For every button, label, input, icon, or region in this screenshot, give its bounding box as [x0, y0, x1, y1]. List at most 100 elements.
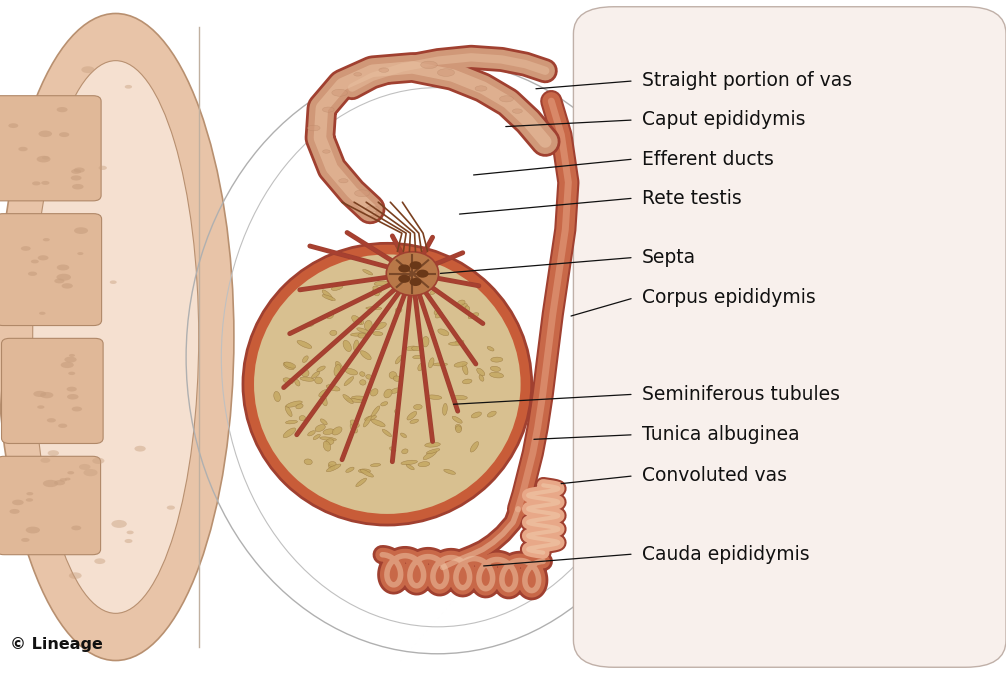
Ellipse shape — [404, 288, 410, 296]
Ellipse shape — [455, 425, 462, 431]
Ellipse shape — [327, 313, 334, 319]
Ellipse shape — [18, 147, 27, 151]
Ellipse shape — [371, 419, 385, 427]
Ellipse shape — [512, 109, 522, 113]
Ellipse shape — [350, 420, 359, 427]
Ellipse shape — [452, 396, 468, 400]
Ellipse shape — [323, 441, 331, 451]
Ellipse shape — [71, 169, 81, 174]
Ellipse shape — [56, 264, 69, 270]
Ellipse shape — [26, 492, 33, 495]
Ellipse shape — [331, 284, 343, 290]
Ellipse shape — [370, 389, 378, 396]
Ellipse shape — [359, 379, 366, 385]
Ellipse shape — [315, 377, 322, 384]
Ellipse shape — [110, 280, 117, 284]
Circle shape — [398, 275, 410, 283]
Text: Seminiferous tubules: Seminiferous tubules — [642, 385, 840, 404]
Ellipse shape — [449, 342, 464, 345]
Ellipse shape — [127, 530, 134, 534]
Text: Convoluted vas: Convoluted vas — [642, 466, 787, 485]
Ellipse shape — [9, 509, 20, 514]
Ellipse shape — [66, 387, 76, 392]
Ellipse shape — [384, 389, 392, 398]
Ellipse shape — [335, 361, 343, 373]
Ellipse shape — [443, 403, 448, 415]
Ellipse shape — [346, 398, 363, 402]
Ellipse shape — [33, 61, 199, 613]
Ellipse shape — [67, 394, 78, 400]
Ellipse shape — [364, 415, 376, 421]
Ellipse shape — [99, 166, 107, 170]
Ellipse shape — [429, 358, 434, 368]
Ellipse shape — [323, 150, 330, 153]
Ellipse shape — [371, 406, 380, 417]
Ellipse shape — [364, 320, 372, 330]
Ellipse shape — [306, 323, 314, 327]
Ellipse shape — [350, 333, 366, 336]
Ellipse shape — [283, 378, 294, 384]
Ellipse shape — [409, 419, 418, 423]
Text: Cauda epididymis: Cauda epididymis — [642, 545, 810, 563]
Ellipse shape — [423, 336, 429, 347]
Ellipse shape — [401, 460, 417, 464]
FancyBboxPatch shape — [2, 338, 104, 443]
Ellipse shape — [54, 480, 65, 485]
Ellipse shape — [112, 520, 127, 528]
Text: Caput epididymis: Caput epididymis — [642, 111, 806, 129]
Circle shape — [409, 278, 422, 286]
Ellipse shape — [125, 85, 132, 89]
Ellipse shape — [406, 464, 414, 470]
Ellipse shape — [458, 300, 465, 305]
Ellipse shape — [427, 395, 442, 400]
Ellipse shape — [374, 281, 389, 286]
Ellipse shape — [477, 368, 485, 376]
Ellipse shape — [61, 283, 72, 288]
Ellipse shape — [303, 356, 308, 363]
Ellipse shape — [32, 181, 40, 185]
FancyBboxPatch shape — [0, 214, 102, 326]
Ellipse shape — [366, 375, 372, 379]
Ellipse shape — [382, 429, 391, 437]
Ellipse shape — [424, 450, 437, 460]
Ellipse shape — [125, 539, 133, 543]
Ellipse shape — [70, 175, 81, 181]
Ellipse shape — [299, 416, 306, 421]
Ellipse shape — [315, 425, 325, 431]
Ellipse shape — [274, 392, 281, 402]
Ellipse shape — [357, 328, 369, 333]
Ellipse shape — [390, 388, 400, 394]
Ellipse shape — [308, 431, 315, 436]
Ellipse shape — [323, 107, 334, 112]
Ellipse shape — [56, 107, 67, 113]
Ellipse shape — [352, 315, 361, 325]
Ellipse shape — [479, 375, 484, 381]
Ellipse shape — [41, 181, 49, 185]
Ellipse shape — [413, 404, 423, 410]
Ellipse shape — [254, 254, 521, 514]
Ellipse shape — [317, 366, 325, 371]
FancyBboxPatch shape — [0, 456, 101, 555]
Ellipse shape — [326, 439, 334, 445]
Ellipse shape — [418, 462, 430, 467]
Ellipse shape — [285, 406, 292, 417]
Ellipse shape — [301, 369, 309, 377]
Ellipse shape — [421, 61, 438, 69]
Ellipse shape — [167, 506, 175, 510]
Ellipse shape — [454, 362, 467, 367]
Ellipse shape — [366, 307, 381, 310]
Ellipse shape — [284, 362, 295, 370]
Ellipse shape — [308, 125, 320, 131]
Ellipse shape — [500, 96, 513, 102]
Ellipse shape — [363, 416, 371, 427]
FancyBboxPatch shape — [573, 7, 1006, 667]
Ellipse shape — [33, 391, 46, 397]
Ellipse shape — [0, 13, 233, 661]
Ellipse shape — [372, 289, 379, 296]
Ellipse shape — [37, 405, 44, 409]
Ellipse shape — [68, 572, 81, 579]
Ellipse shape — [459, 303, 467, 309]
Ellipse shape — [326, 464, 341, 472]
Ellipse shape — [26, 526, 40, 533]
Ellipse shape — [407, 412, 416, 420]
